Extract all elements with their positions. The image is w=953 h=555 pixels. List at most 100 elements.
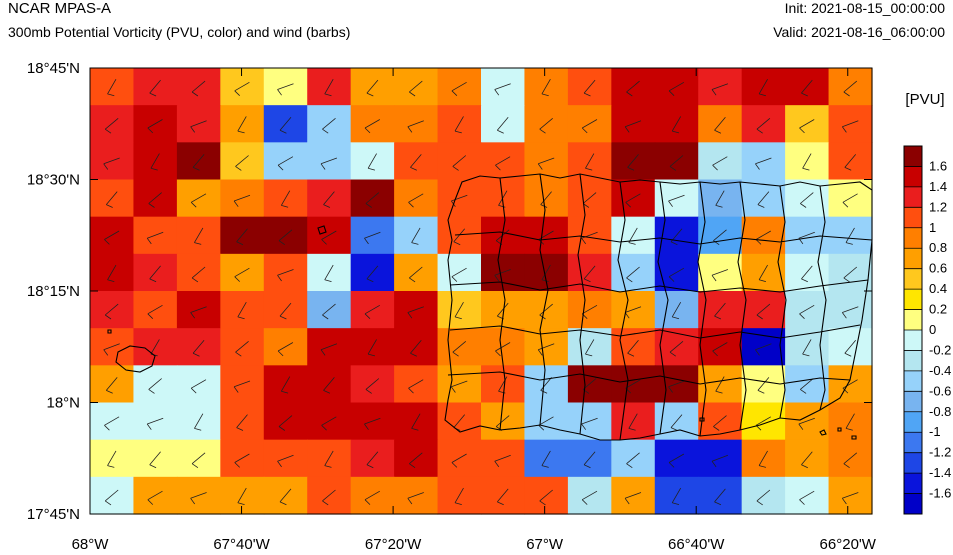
pv-cell — [133, 68, 178, 106]
pv-cell — [654, 68, 699, 106]
pv-cell — [350, 439, 395, 478]
pv-cell — [90, 291, 135, 329]
wind-barb — [104, 303, 119, 320]
pv-cell — [785, 439, 830, 478]
wind-barb — [367, 153, 377, 171]
wind-barb — [624, 492, 642, 505]
pv-cell — [481, 179, 526, 218]
wind-barb — [454, 301, 464, 320]
wind-barb — [191, 266, 206, 283]
pv-cell — [90, 365, 135, 404]
wind-barb — [324, 450, 334, 468]
colorbar-label: 1 — [929, 220, 936, 235]
wind-barb — [277, 83, 294, 96]
wind-barb — [841, 120, 859, 133]
pv-cell — [307, 105, 352, 143]
colorbar: [PVU] 1.6 1.4 1.2 1 0.8 0.6 0.4 0.2 0 -0.2 -0.4 -0.6… — [903, 91, 951, 515]
wind-barb — [711, 269, 729, 282]
wind-barb — [800, 192, 814, 208]
pv-cell — [828, 179, 873, 218]
wind-barb — [541, 78, 551, 97]
colorbar-label: 0.6 — [929, 261, 947, 276]
pv-cell — [220, 216, 265, 255]
latitude-tick-label: 18°30'N — [27, 172, 80, 189]
colorbar-label: -0.4 — [929, 363, 951, 378]
wind-barb — [626, 80, 640, 97]
colorbar-label: 0.8 — [929, 240, 947, 255]
wind-barb — [581, 119, 598, 134]
colorbar-swatch — [904, 146, 922, 167]
pv-cell — [567, 365, 612, 404]
pv-cell — [567, 439, 612, 478]
pv-cell — [437, 68, 482, 106]
colorbar-swatch — [904, 452, 922, 474]
wind-barb — [320, 157, 338, 170]
pv-cell — [698, 179, 743, 218]
colorbar-swatch — [904, 370, 922, 392]
axis-ticks — [89, 67, 872, 515]
wind-barb — [626, 266, 640, 283]
colorbar-swatch — [904, 411, 922, 433]
pv-cell — [741, 291, 786, 329]
wind-barb — [103, 343, 120, 356]
wind-barb — [410, 154, 422, 171]
pv-cell — [437, 291, 482, 329]
wind-barb — [324, 264, 334, 282]
colorbar-label: -1.4 — [929, 465, 951, 480]
pv-cell — [611, 402, 656, 441]
wind-barb — [627, 339, 639, 357]
colorbar-swatch — [904, 350, 922, 372]
wind-barbs — [103, 78, 859, 506]
pv-cell — [611, 253, 656, 292]
pv-cell — [307, 365, 352, 404]
wind-barb — [712, 156, 728, 171]
wind-barb — [802, 339, 812, 357]
pv-cell — [481, 105, 526, 143]
pv-cell — [524, 253, 569, 292]
pv-cell — [611, 179, 656, 218]
wind-barb — [583, 79, 596, 97]
colorbar-swatch — [904, 268, 922, 290]
wind-barb — [712, 342, 728, 357]
wind-barb — [192, 154, 205, 171]
pv-cell — [611, 142, 656, 181]
wind-barb — [366, 451, 379, 469]
colorbar-swatch — [904, 227, 922, 249]
wind-barb — [277, 156, 294, 171]
wind-barb — [366, 79, 379, 97]
wind-barb — [713, 415, 727, 431]
small-islets — [107, 329, 857, 440]
latitude-tick-label: 18°N — [46, 395, 80, 412]
wind-barb — [628, 227, 638, 245]
pv-cell — [828, 402, 873, 441]
pv-cell — [176, 253, 221, 292]
colorbar-unit: [PVU] — [905, 91, 944, 108]
wind-barb — [758, 78, 768, 97]
wind-barb — [581, 490, 598, 505]
pv-cell — [220, 68, 265, 106]
latitude-tick-label: 18°15'N — [27, 283, 80, 300]
pv-cell — [654, 476, 699, 515]
pv-cell — [350, 179, 395, 218]
pv-cell — [350, 105, 395, 143]
colorbar-label: 0 — [929, 322, 936, 337]
longitude-tick-label: 67°20'W — [365, 536, 422, 553]
wind-barb — [279, 116, 292, 134]
colorbar-label: -1.6 — [929, 486, 951, 501]
pv-cell — [437, 402, 482, 441]
wind-barb — [149, 265, 161, 283]
wind-barb — [800, 378, 814, 394]
colorbar-label: -1 — [929, 424, 941, 439]
pv-cell — [481, 402, 526, 441]
wind-barb — [321, 230, 337, 245]
wind-barb — [278, 415, 293, 431]
pv-cell — [220, 105, 265, 143]
longitude-labels: 68°W 67°40'W 67°20'W 67°W 66°40'W 66°20'W — [72, 536, 877, 553]
wind-barb — [668, 81, 685, 96]
pv-cell — [698, 328, 743, 366]
pv-cell — [220, 365, 265, 404]
wind-barb — [541, 450, 551, 468]
wind-barb — [103, 157, 120, 170]
pv-cell — [741, 439, 786, 478]
